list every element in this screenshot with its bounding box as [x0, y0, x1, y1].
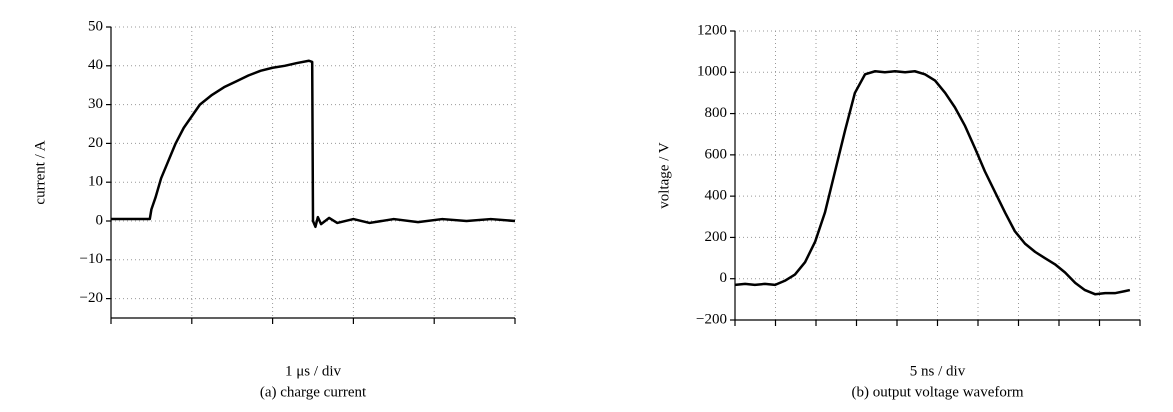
y-tick-label: 10 [88, 174, 103, 190]
y-tick-label: −200 [696, 311, 727, 327]
data-line [111, 59, 516, 229]
y-tick-label: 50 [88, 18, 103, 34]
caption: (a) charge current [260, 384, 367, 400]
y-tick-label: 800 [705, 105, 728, 121]
y-tick-label: 1200 [697, 22, 727, 38]
y-tick-label: 400 [705, 188, 728, 204]
y-tick-label: −20 [80, 290, 103, 306]
y-tick-label: 20 [88, 135, 103, 151]
y-tick-label: 30 [88, 96, 103, 112]
y-tick-label: 600 [705, 146, 728, 162]
caption: (b) output voltage waveform [851, 384, 1023, 400]
y-tick-label: −10 [80, 251, 103, 267]
y-axis-label: current / A [32, 140, 48, 204]
y-tick-label: 0 [96, 212, 104, 228]
x-axis-label: 1 μs / div [285, 363, 341, 379]
y-tick-label: 40 [88, 57, 103, 73]
y-tick-label: 1000 [697, 64, 727, 80]
y-axis-label: voltage / V [656, 142, 672, 209]
y-tick-label: 200 [705, 229, 728, 245]
data-line [734, 70, 1131, 296]
x-axis-label: 5 ns / div [910, 363, 966, 379]
y-tick-label: 0 [720, 270, 728, 286]
